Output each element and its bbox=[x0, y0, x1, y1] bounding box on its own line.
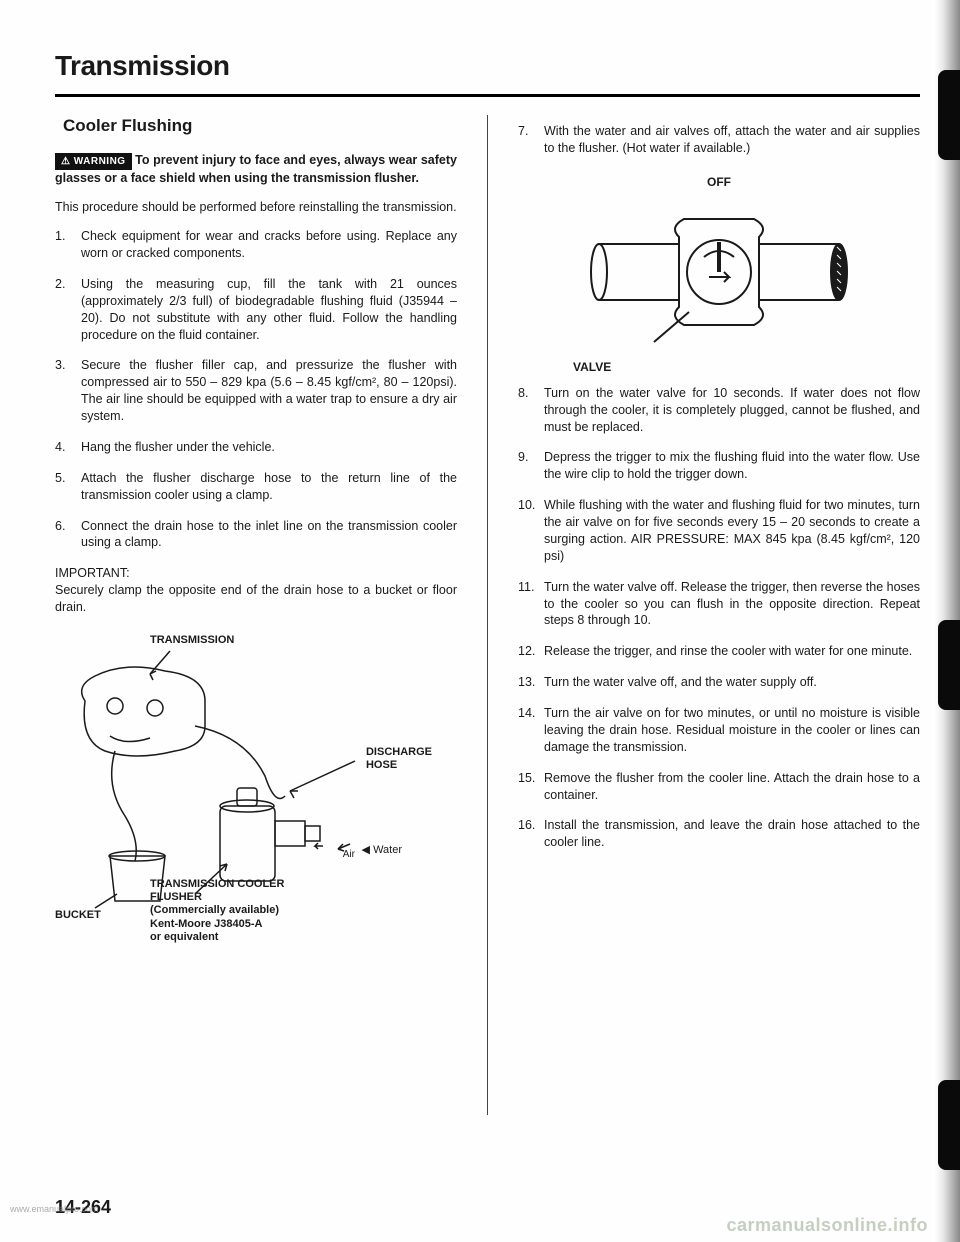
procedure-list-left: Check equipment for wear and cracks befo… bbox=[55, 228, 457, 551]
label-discharge-hose: DISCHARGE HOSE bbox=[366, 746, 432, 772]
procedure-step: Check equipment for wear and cracks befo… bbox=[55, 228, 457, 262]
warning-paragraph: ⚠ WARNING To prevent injury to face and … bbox=[55, 152, 457, 187]
procedure-step: Attach the flusher discharge hose to the… bbox=[55, 470, 457, 504]
label-bucket: BUCKET bbox=[55, 909, 101, 922]
section-subtitle: Cooler Flushing bbox=[63, 115, 457, 138]
procedure-step: Depress the trigger to mix the flushing … bbox=[518, 449, 920, 483]
procedure-list-right-b: Turn on the water valve for 10 seconds. … bbox=[518, 385, 920, 851]
left-column: Cooler Flushing ⚠ WARNING To prevent inj… bbox=[55, 115, 457, 1115]
procedure-step: With the water and air valves off, attac… bbox=[518, 123, 920, 157]
watermark-source: www.emanualpro.com bbox=[10, 1204, 99, 1214]
procedure-list-right-a: With the water and air valves off, attac… bbox=[518, 123, 920, 157]
title-rule bbox=[55, 94, 920, 97]
procedure-step: Remove the flusher from the cooler line.… bbox=[518, 770, 920, 804]
procedure-step: While flushing with the water and flushi… bbox=[518, 497, 920, 565]
procedure-step: Release the trigger, and rinse the coole… bbox=[518, 643, 920, 660]
procedure-step: Turn the water valve off, and the water … bbox=[518, 674, 920, 691]
procedure-step: Connect the drain hose to the inlet line… bbox=[55, 518, 457, 552]
right-column: With the water and air valves off, attac… bbox=[518, 115, 920, 1115]
page-title: Transmission bbox=[55, 50, 920, 82]
procedure-step: Install the transmission, and leave the … bbox=[518, 817, 920, 851]
valve-diagram-svg bbox=[569, 197, 869, 347]
figure-valve: OFF bbox=[518, 175, 920, 375]
label-off: OFF bbox=[518, 175, 920, 189]
label-air: Air bbox=[343, 849, 355, 861]
label-water: ◀ Water bbox=[362, 844, 402, 857]
important-text: Securely clamp the opposite end of the d… bbox=[55, 582, 457, 616]
procedure-step: Hang the flusher under the vehicle. bbox=[55, 439, 457, 456]
flusher-diagram-svg bbox=[55, 646, 425, 916]
warning-icon: ⚠ WARNING bbox=[55, 153, 132, 171]
procedure-step: Turn the air valve on for two minutes, o… bbox=[518, 705, 920, 756]
procedure-step: Using the measuring cup, fill the tank w… bbox=[55, 276, 457, 344]
procedure-step: Turn the water valve off. Release the tr… bbox=[518, 579, 920, 630]
figure-flusher-setup: TRANSMISSION bbox=[55, 634, 457, 944]
procedure-step: Turn on the water valve for 10 seconds. … bbox=[518, 385, 920, 436]
intro-paragraph: This procedure should be performed befor… bbox=[55, 199, 457, 216]
watermark-site: carmanualsonline.info bbox=[726, 1215, 928, 1236]
label-valve: VALVE bbox=[573, 360, 611, 374]
label-flusher: TRANSMISSION COOLER FLUSHER (Commerciall… bbox=[150, 878, 284, 944]
important-label: IMPORTANT: bbox=[55, 565, 457, 582]
column-divider bbox=[487, 115, 488, 1115]
procedure-step: Secure the flusher filler cap, and press… bbox=[55, 357, 457, 425]
